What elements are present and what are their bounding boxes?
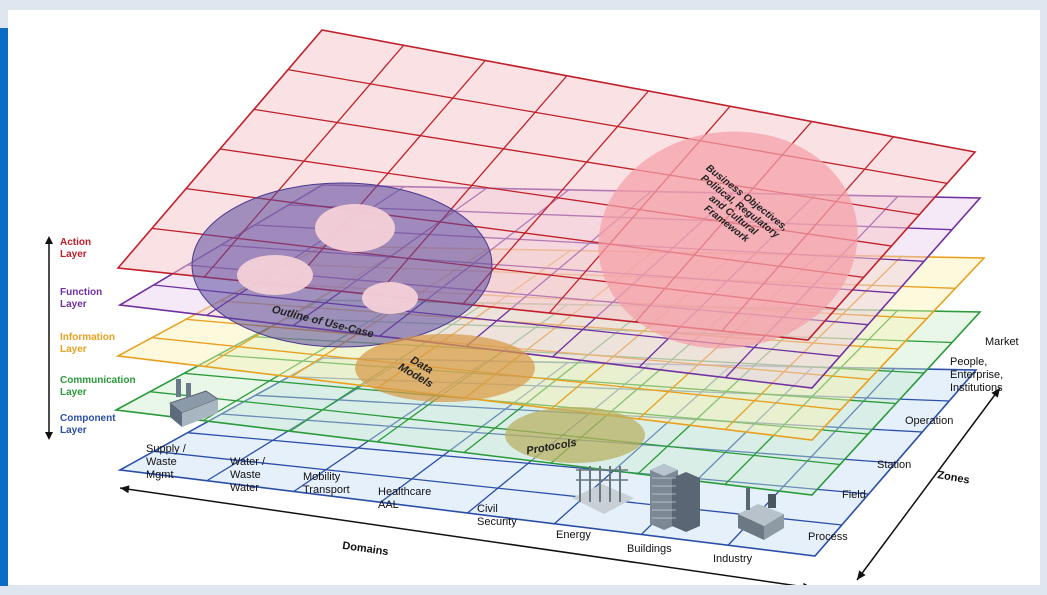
use-case-sub-ellipse [237, 255, 313, 295]
domain-label: Mobility Transport [303, 471, 350, 496]
communication-grid-row-line [217, 354, 897, 405]
zone-label-line: Process [808, 531, 848, 543]
zone-label-line: Enterprise, [950, 369, 1003, 381]
zones-axis-arrow-up [991, 388, 1000, 398]
information-layer-label-line2: Layer [60, 344, 87, 355]
function-layer-label-line1: Function [60, 287, 102, 298]
domain-label-line: Healthcare [378, 486, 431, 498]
power-substation-icon [572, 466, 634, 514]
domain-label-line: Waste [146, 456, 177, 468]
factory-front [182, 399, 218, 427]
domain-label-line: Transport [303, 484, 350, 496]
domain-label-line: Mobility [303, 471, 341, 483]
office-buildings-icon [650, 464, 700, 532]
component-layer-label-line1: Component [60, 413, 116, 424]
domain-label-line: Mgmt [146, 469, 174, 481]
plant-tank [768, 494, 776, 508]
plant-front [764, 514, 784, 540]
communication-grid-row-line [183, 372, 869, 435]
plant-chimney [746, 488, 750, 510]
zones-axis-title: Zones [936, 469, 970, 486]
layers-axis-arrow-down [45, 432, 53, 440]
factory-chimney [176, 379, 181, 397]
action-grid-row-line [287, 69, 948, 184]
domain-label: Civil Security [477, 503, 517, 528]
domain-label-line: AAL [378, 499, 399, 511]
zone-label: Station [877, 459, 911, 471]
information-layer-label: Information Layer [60, 332, 115, 355]
zone-label-line: Market [985, 336, 1019, 348]
domain-label-line: Buildings [627, 543, 672, 555]
zone-label-line: Field [842, 489, 866, 501]
zones-axis-line [856, 387, 1001, 581]
zone-label-line: Institutions [950, 382, 1003, 394]
factory-chimney [186, 383, 191, 397]
protocols-ellipse [505, 407, 645, 463]
function-layer-label: Function Layer [60, 287, 102, 310]
industry-plant-icon [738, 488, 784, 540]
substation-base [572, 484, 634, 514]
information-layer-label-line1: Information [60, 332, 115, 343]
domain-label-line: Waste [230, 469, 261, 481]
domains-axis-arrow-left [120, 485, 130, 494]
component-layer-label-line2: Layer [60, 425, 87, 436]
use-case-outline-ellipse [191, 182, 493, 348]
zone-label-line: People, [950, 356, 987, 368]
plant-side [738, 514, 764, 540]
building-top [650, 464, 678, 476]
domain-label-line: Security [477, 516, 517, 528]
zone-label: Market [985, 336, 1019, 348]
domains-axis-line [119, 487, 797, 585]
domains-axis-arrow-right [803, 582, 808, 585]
left-accent-bar [0, 28, 8, 586]
action-layer-label-line2: Layer [60, 249, 87, 260]
domain-label-line: Supply / [146, 443, 187, 455]
zone-label: Field [842, 489, 866, 501]
domain-label: Buildings [627, 543, 672, 555]
layers-axis-arrow-up [45, 236, 53, 244]
zones-axis-arrow-down [857, 570, 866, 580]
domain-label-line: Water [230, 482, 259, 494]
component-layer-label: Component Layer [60, 413, 116, 436]
building-tower [672, 472, 700, 532]
communication-layer-label-line2: Layer [60, 387, 87, 398]
domain-label: Energy [556, 529, 591, 541]
action-layer-label-line1: Action [60, 237, 91, 248]
zone-label-line: Station [877, 459, 911, 471]
domain-label-line: Energy [556, 529, 591, 541]
icons [169, 379, 784, 540]
building-tower [650, 464, 678, 530]
domain-label: Industry [713, 553, 753, 565]
communication-layer-label: Communication Layer [60, 375, 136, 398]
domain-label-line: Civil [477, 503, 498, 515]
data-models-ellipse [355, 334, 535, 402]
zone-label: People, Enterprise, Institutions [950, 356, 1003, 394]
zone-label: Operation [905, 415, 953, 427]
function-layer-label-line2: Layer [60, 299, 87, 310]
communication-grid-row-line [149, 391, 841, 466]
action-layer-label: Action Layer [60, 237, 91, 260]
domains-axis-title: Domains [342, 540, 390, 558]
zone-label-line: Operation [905, 415, 953, 427]
use-case-sub-ellipse [362, 282, 418, 314]
component-grid-row-line [153, 450, 842, 526]
communication-layer-label-line1: Communication [60, 375, 136, 386]
business-framework-ellipse [598, 131, 858, 349]
diagram-canvas: Outline of Use-Case Business Objectives,P… [8, 10, 1040, 585]
use-case-sub-ellipse [315, 204, 395, 252]
domain-label: Healthcare AAL [378, 486, 431, 511]
domain-label: Water / Waste Water [230, 456, 266, 494]
component-grid-row-line [187, 432, 869, 495]
factory-icon [169, 379, 219, 427]
domain-label-line: Water / [230, 456, 266, 468]
domain-label-line: Industry [713, 553, 753, 565]
zone-label: Process [808, 531, 848, 543]
factory-side [170, 403, 182, 427]
domain-label: Supply / Waste Mgmt [146, 443, 187, 481]
